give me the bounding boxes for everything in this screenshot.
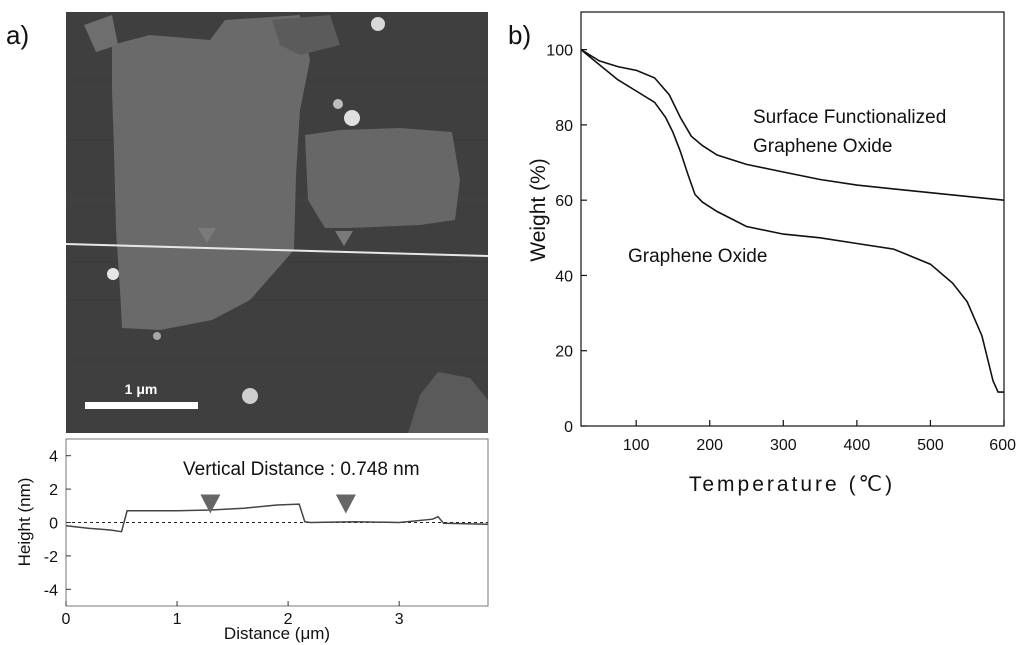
vertical-distance-annotation: Vertical Distance : 0.748 nm	[183, 459, 420, 480]
profile-x-tick-label: 3	[395, 611, 404, 628]
afm-particle	[107, 268, 119, 280]
profile-x-tick-label: 2	[284, 611, 293, 628]
profile-marker	[335, 494, 356, 514]
profile-y-axis-title: Height (nm)	[15, 478, 34, 567]
afm-flake-right	[305, 128, 460, 228]
afm-particle	[371, 17, 385, 31]
tga-y-tick-label: 80	[555, 118, 573, 135]
height-profile-chart: -4 -2 0 2 4 0 1 2 3 Vertical Distance : 0.748 n…	[15, 438, 489, 643]
profile-y-tick-label: 4	[49, 449, 58, 466]
afm-flake-main	[112, 15, 310, 330]
profile-x-axis-title: Distance (μm)	[224, 624, 330, 643]
afm-profile-line	[65, 243, 489, 257]
tga-y-tick-label: 100	[546, 43, 573, 60]
tga-y-tick-label: 20	[555, 344, 573, 361]
tga-x-tick-label: 400	[844, 437, 871, 454]
tga-x-ticks: 100 200 300 400 500 600	[623, 420, 1016, 454]
afm-image: 1 μm	[65, 12, 489, 433]
panel-a-label: a)	[6, 20, 29, 50]
tga-series-sfgo	[580, 48, 1005, 201]
tga-plot-frame	[580, 11, 1005, 427]
tga-y-tick-label: 40	[555, 268, 573, 285]
afm-flake-bottomright	[408, 372, 488, 433]
label-graphene-oxide: Graphene Oxide	[628, 246, 767, 267]
tga-x-tick-label: 200	[696, 437, 723, 454]
afm-flake-top	[272, 15, 340, 55]
profile-y-tick-label: 0	[49, 516, 58, 533]
profile-y-ticks: -4 -2 0 2 4	[44, 449, 71, 599]
afm-flake-topleft	[84, 15, 118, 52]
scale-bar-label: 1 μm	[125, 381, 158, 397]
profile-x-tick-label: 1	[173, 611, 182, 628]
profile-markers	[200, 494, 356, 514]
tga-y-ticks: 0 20 40 60 80 100	[546, 43, 587, 436]
tga-x-tick-label: 500	[917, 437, 944, 454]
tga-series-go	[580, 48, 1004, 393]
profile-series-line	[65, 503, 489, 533]
profile-x-ticks: 0 1 2 3	[62, 601, 404, 628]
tga-x-tick-label: 600	[989, 437, 1016, 454]
profile-y-tick-label: 2	[49, 482, 58, 499]
profile-x-tick-label: 0	[62, 611, 71, 628]
tga-y-tick-label: 0	[564, 419, 573, 436]
profile-marker	[200, 494, 221, 514]
afm-marker	[335, 231, 353, 246]
tga-x-tick-label: 300	[770, 437, 797, 454]
profile-y-tick-label: -4	[44, 582, 58, 599]
afm-particle	[153, 332, 161, 340]
afm-marker	[198, 228, 216, 243]
afm-particle	[333, 99, 343, 109]
tga-y-tick-label: 60	[555, 193, 573, 210]
label-graphene-oxide-sfgo: Graphene Oxide	[753, 136, 892, 157]
afm-particle	[344, 110, 360, 126]
afm-particle	[242, 388, 258, 404]
label-surface-functionalized: Surface Functionalized	[753, 107, 946, 128]
tga-x-axis-title: Temperature (℃)	[689, 473, 895, 496]
panel-b-label: b)	[508, 20, 531, 50]
scale-bar	[85, 402, 198, 409]
tga-x-tick-label: 100	[623, 437, 650, 454]
tga-chart: 0 20 40 60 80 100 100 200 300 400 500 600 Surface …	[527, 11, 1016, 496]
tga-y-axis-title: Weight (%)	[527, 158, 550, 261]
profile-y-tick-label: -2	[44, 549, 58, 566]
